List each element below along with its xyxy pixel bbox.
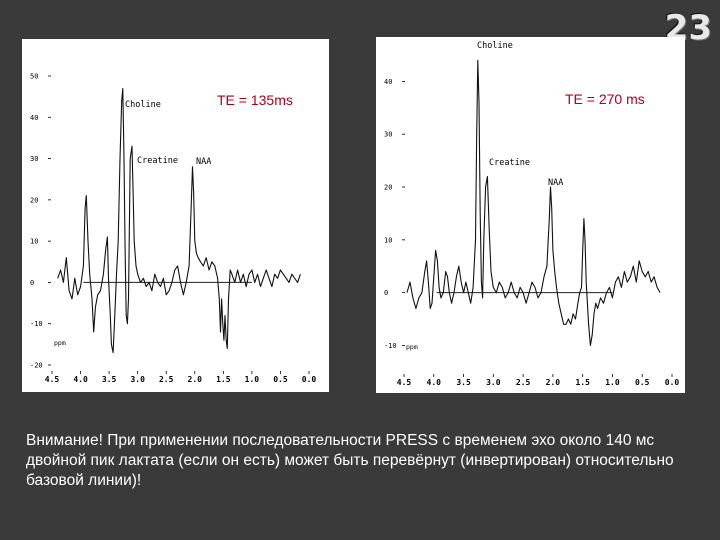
x-tick-label: 2.5 <box>516 378 531 387</box>
peak-label-naa: NAA <box>548 178 563 188</box>
spectrum-line <box>406 59 661 346</box>
x-tick-label: 3.5 <box>102 375 117 384</box>
x-tick-label: 4.5 <box>397 378 412 387</box>
te-label: TE = 270 ms <box>565 91 645 107</box>
x-tick-label: 3.0 <box>486 378 501 387</box>
te-label: TE = 135ms <box>217 92 293 108</box>
x-tick-label: 0.5 <box>635 378 650 387</box>
y-tick-label: 10 <box>30 238 38 246</box>
x-tick-label: 1.0 <box>605 378 620 387</box>
x-tick-label: 0.5 <box>273 375 288 384</box>
y-tick-label: 10 <box>384 236 392 244</box>
peak-label-naa: NAA <box>196 157 211 167</box>
spectrum-plot-te270: 40 30 20 10 0 -10 4.5 4.0 3.5 3.0 2.5 2.0 1.5 1.0 0.5 0… <box>384 41 680 387</box>
y-tick-label: -10 <box>30 320 43 328</box>
x-tick-label: 2.0 <box>546 378 561 387</box>
y-tick-label: 30 <box>30 155 38 163</box>
unit-label: ppm <box>406 343 418 351</box>
x-tick-label: 3.0 <box>130 375 145 384</box>
x-tick-label: 0.0 <box>302 375 317 384</box>
peak-label-choline: Choline <box>125 100 161 110</box>
x-tick-label: 4.0 <box>73 375 88 384</box>
peak-label-creatine: Creatine <box>489 158 530 168</box>
unit-label: ppm <box>54 339 66 347</box>
x-tick-label: 4.0 <box>427 378 442 387</box>
x-tick-label: 1.5 <box>216 375 231 384</box>
y-tick-label: -20 <box>30 362 43 370</box>
spectrum-plot-te135: 50 40 30 20 10 0 -10 -204.5 4.0 3.5 3.0 2.5 2.0 1.5 1.… <box>30 73 317 385</box>
peak-label-creatine: Creatine <box>137 156 178 166</box>
spectrum-line <box>57 87 301 354</box>
y-tick-label: 0 <box>384 289 388 297</box>
y-tick-label: 30 <box>384 131 392 139</box>
y-tick-label: 20 <box>30 196 38 204</box>
y-tick-label: 40 <box>384 78 392 86</box>
x-tick-label: 4.5 <box>45 375 60 384</box>
x-tick-label: 2.5 <box>159 375 174 384</box>
x-tick-label: 1.5 <box>575 378 590 387</box>
x-tick-label: 1.0 <box>245 375 260 384</box>
x-tick-label: 3.5 <box>456 378 471 387</box>
spectrum-chart-te135: 50 40 30 20 10 0 -10 -20 4.5 4.0 3.5 3.0 2.5 2.0 1.5 1.… <box>22 39 329 392</box>
y-tick-label: 0 <box>30 279 34 287</box>
warning-note: Внимание! При применении последовательно… <box>26 432 674 489</box>
x-tick-label: 0.0 <box>665 378 680 387</box>
peak-label-choline: Choline <box>477 41 513 51</box>
y-tick-label: 50 <box>30 73 38 81</box>
y-tick-label: -10 <box>384 342 397 350</box>
y-tick-label: 40 <box>30 114 38 122</box>
spectrum-chart-te270: 40 30 20 10 0 -10 4.5 4.0 3.5 3.0 2.5 2.0 1.5 1.0 0.5 0… <box>376 37 685 393</box>
y-tick-label: 20 <box>384 184 392 192</box>
x-tick-label: 2.0 <box>188 375 203 384</box>
